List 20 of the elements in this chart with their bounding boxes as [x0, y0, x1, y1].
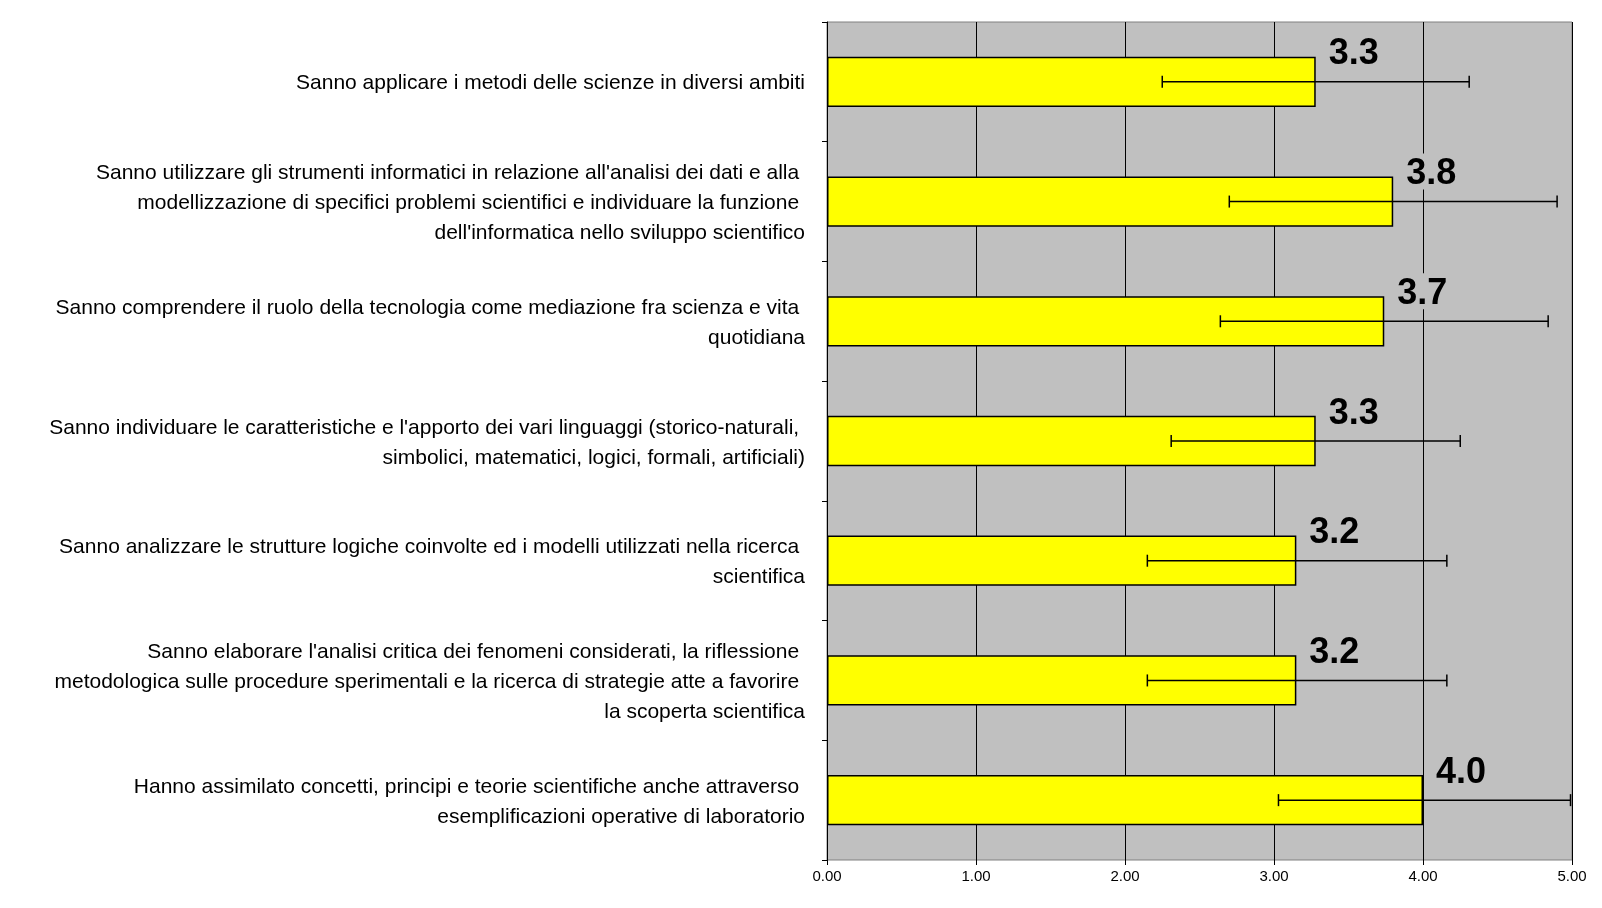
y-tick-label: Hanno assimilato concetti, principi e teorie scientifiche anche attraverso esemplificazioni operative di laboratorio: [133, 773, 805, 827]
data-label: 3.3: [1328, 31, 1379, 73]
x-tick-label: 4.00: [1408, 867, 1438, 884]
data-label: 3.8: [1406, 151, 1457, 193]
data-label: 3.2: [1309, 629, 1360, 671]
data-label: 3.3: [1328, 390, 1379, 432]
y-tick-label: Sanno analizzare le strutture logiche coinvolte ed i modelli utilizzati nella ricerca scientifica: [59, 534, 806, 588]
x-tick-label: 3.00: [1259, 867, 1289, 884]
data-label: 3.2: [1309, 510, 1360, 552]
x-tick-label: 5.00: [1557, 867, 1587, 884]
data-label: 3.7: [1397, 270, 1448, 312]
x-tick-label: 0.00: [812, 867, 842, 884]
y-tick-label: Sanno comprendere il ruolo della tecnologia come mediazione fra scienza e vita quotidiana: [55, 294, 806, 348]
y-tick-label: Sanno elaborare l'analisi critica dei fenomeni considerati, la riflessione metodologica sulle procedure sperimentali e la ricerca di strategie atte a favorire la scoperta scientifica: [54, 638, 806, 722]
x-tick-label: 1.00: [961, 867, 991, 884]
y-tick-label: Sanno applicare i metodi delle scienze in diversi ambiti: [296, 70, 805, 94]
y-tick-label: Sanno utilizzare gli strumenti informatici in relazione all'analisi dei dati e alla modellizzazione di specifici problemi scientifici e individuare la funzione dell'informatica nello sviluppo scientifico: [95, 160, 805, 244]
y-tick-label: Sanno individuare le caratteristiche e l'apporto dei vari linguaggi (storico-naturali, simbolici, matematici, logici, formali, artificiali): [49, 414, 805, 468]
data-label: 4.0: [1436, 749, 1487, 791]
x-tick-label: 2.00: [1110, 867, 1140, 884]
